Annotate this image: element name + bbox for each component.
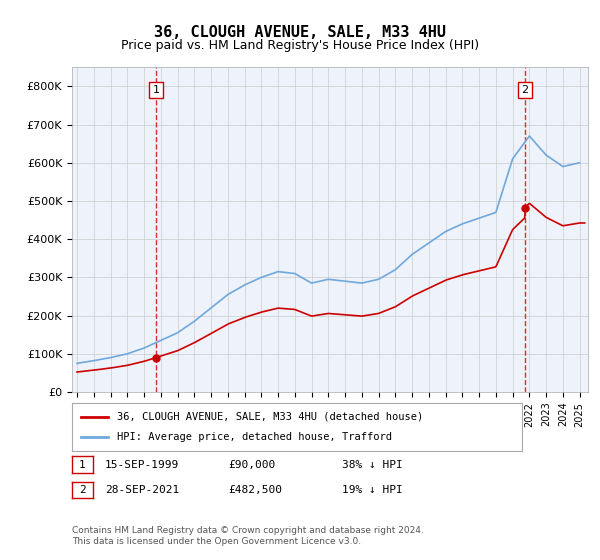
Text: 1: 1 [79,460,86,470]
Text: £90,000: £90,000 [228,460,275,470]
Text: HPI: Average price, detached house, Trafford: HPI: Average price, detached house, Traf… [117,432,392,442]
Text: 15-SEP-1999: 15-SEP-1999 [105,460,179,470]
Text: 28-SEP-2021: 28-SEP-2021 [105,485,179,495]
Text: 2: 2 [521,85,529,95]
Text: 19% ↓ HPI: 19% ↓ HPI [342,485,403,495]
Text: 36, CLOUGH AVENUE, SALE, M33 4HU: 36, CLOUGH AVENUE, SALE, M33 4HU [154,25,446,40]
Text: 1: 1 [152,85,160,95]
Text: Contains HM Land Registry data © Crown copyright and database right 2024.
This d: Contains HM Land Registry data © Crown c… [72,526,424,546]
Text: £482,500: £482,500 [228,485,282,495]
Text: 2: 2 [79,485,86,495]
Text: 36, CLOUGH AVENUE, SALE, M33 4HU (detached house): 36, CLOUGH AVENUE, SALE, M33 4HU (detach… [117,412,423,422]
Text: Price paid vs. HM Land Registry's House Price Index (HPI): Price paid vs. HM Land Registry's House … [121,39,479,52]
Text: 38% ↓ HPI: 38% ↓ HPI [342,460,403,470]
